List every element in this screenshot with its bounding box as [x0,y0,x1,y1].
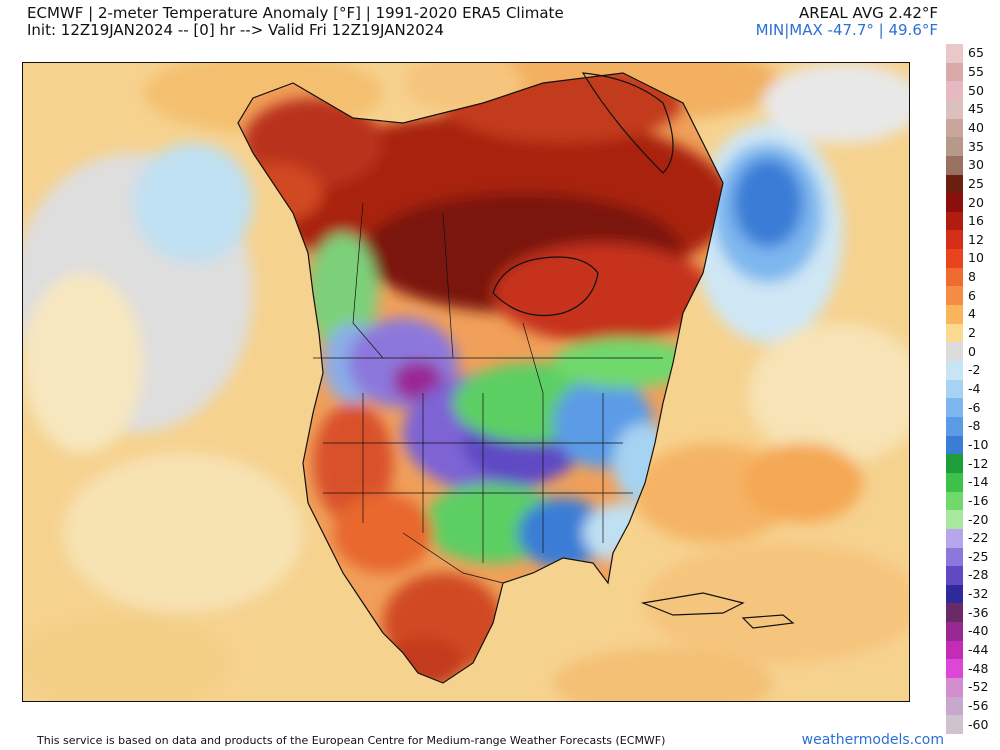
colorbar-cell [946,118,963,138]
colorbar-cell [946,342,963,362]
anomaly-map [22,62,910,702]
title-line-1: ECMWF | 2-meter Temperature Anomaly [°F]… [27,4,564,22]
colorbar-cell [946,659,963,679]
stats-block: AREAL AVG 2.42°F MIN|MAX -47.7° | 49.6°F [756,5,938,39]
min-max: MIN|MAX -47.7° | 49.6°F [755,21,938,39]
colorbar-label: -10 [968,436,989,452]
colorbar-label: 2 [968,325,976,341]
colorbar-cell [946,640,963,660]
colorbar-label: 16 [968,213,984,229]
colorbar-cell [946,44,963,64]
colorbar-label: -22 [968,530,989,546]
colorbar-cell [946,622,963,642]
colorbar-label: -14 [968,474,989,490]
colorbar-cell [946,528,963,548]
colorbar-cell [946,267,963,287]
colorbar-cell [946,454,963,474]
colorbar-cell [946,81,963,101]
colorbar-cell [946,566,963,586]
colorbar-cell [946,584,963,604]
colorbar-label: -20 [968,511,989,527]
colorbar-label: -52 [968,679,989,695]
colorbar-cell [946,472,963,493]
data-credit: This service is based on data and produc… [37,734,666,747]
colorbar-cell [946,230,963,250]
colorbar-cell [946,715,963,735]
colorbar-label: -12 [968,455,989,471]
colorbar-cell [946,491,963,511]
colorbar-label: -36 [968,604,989,620]
map-canvas [23,63,909,701]
colorbar-label: 35 [968,138,984,154]
colorbar-label: 30 [968,157,984,173]
colorbar-cell [946,249,963,269]
colorbar-cell [946,416,963,437]
colorbar-cell [946,193,963,213]
colorbar-label: 55 [968,63,984,79]
colorbar-label: 25 [968,175,984,191]
colorbar-label: -25 [968,548,989,564]
colorbar-label: -2 [968,362,981,378]
colorbar-cell [946,137,963,157]
title-line-2: Init: 12Z19JAN2024 -- [0] hr --> Valid F… [27,21,444,39]
colorbar-label: 50 [968,82,984,98]
colorbar-label: 12 [968,231,984,247]
colorbar-label: -4 [968,381,981,396]
coastlines [237,72,795,684]
colorbar-cell [946,510,963,530]
colorbar-label: 65 [968,45,984,61]
colorbar-label: -16 [968,492,989,508]
colorbar-cell [946,305,963,325]
colorbar-cell [946,155,963,176]
colorbar-cell [946,696,963,716]
colorbar-label: 40 [968,119,984,135]
areal-average: AREAL AVG 2.42°F [798,4,938,22]
colorbar-label: -48 [968,660,989,676]
colorbar-label: -44 [968,642,989,658]
colorbar-cell [946,379,963,399]
colorbar-cell [946,62,963,82]
temperature-colorbar [946,44,963,735]
colorbar-cell [946,547,963,567]
colorbar-cell [946,211,963,231]
colorbar-cell [946,603,963,623]
colorbar-label: -28 [968,567,989,583]
colorbar-label: 10 [968,250,984,266]
colorbar-label: 8 [968,269,976,285]
colorbar-cell [946,99,963,120]
colorbar-cell [946,286,963,306]
colorbar-label: -40 [968,623,989,639]
colorbar-label: -60 [968,716,989,732]
colorbar-cell [946,678,963,698]
ocean-anomaly-shading [23,63,909,701]
colorbar-label: 45 [968,101,984,117]
colorbar-cell [946,435,963,455]
brand-link[interactable]: weathermodels.com [801,732,944,748]
political-borders [313,202,663,584]
colorbar-cell [946,323,963,343]
colorbar-label: 4 [968,306,976,322]
colorbar-label: -32 [968,586,989,602]
title-block: ECMWF | 2-meter Temperature Anomaly [°F]… [27,5,564,39]
colorbar-cell [946,174,963,194]
colorbar-label: 0 [968,343,976,359]
colorbar-label: -6 [968,399,981,415]
colorbar-label: -8 [968,418,981,434]
colorbar-label: -56 [968,698,989,714]
colorbar-cell [946,361,963,381]
colorbar-cell [946,398,963,418]
colorbar-label: 6 [968,287,976,303]
colorbar-label: 20 [968,194,984,210]
